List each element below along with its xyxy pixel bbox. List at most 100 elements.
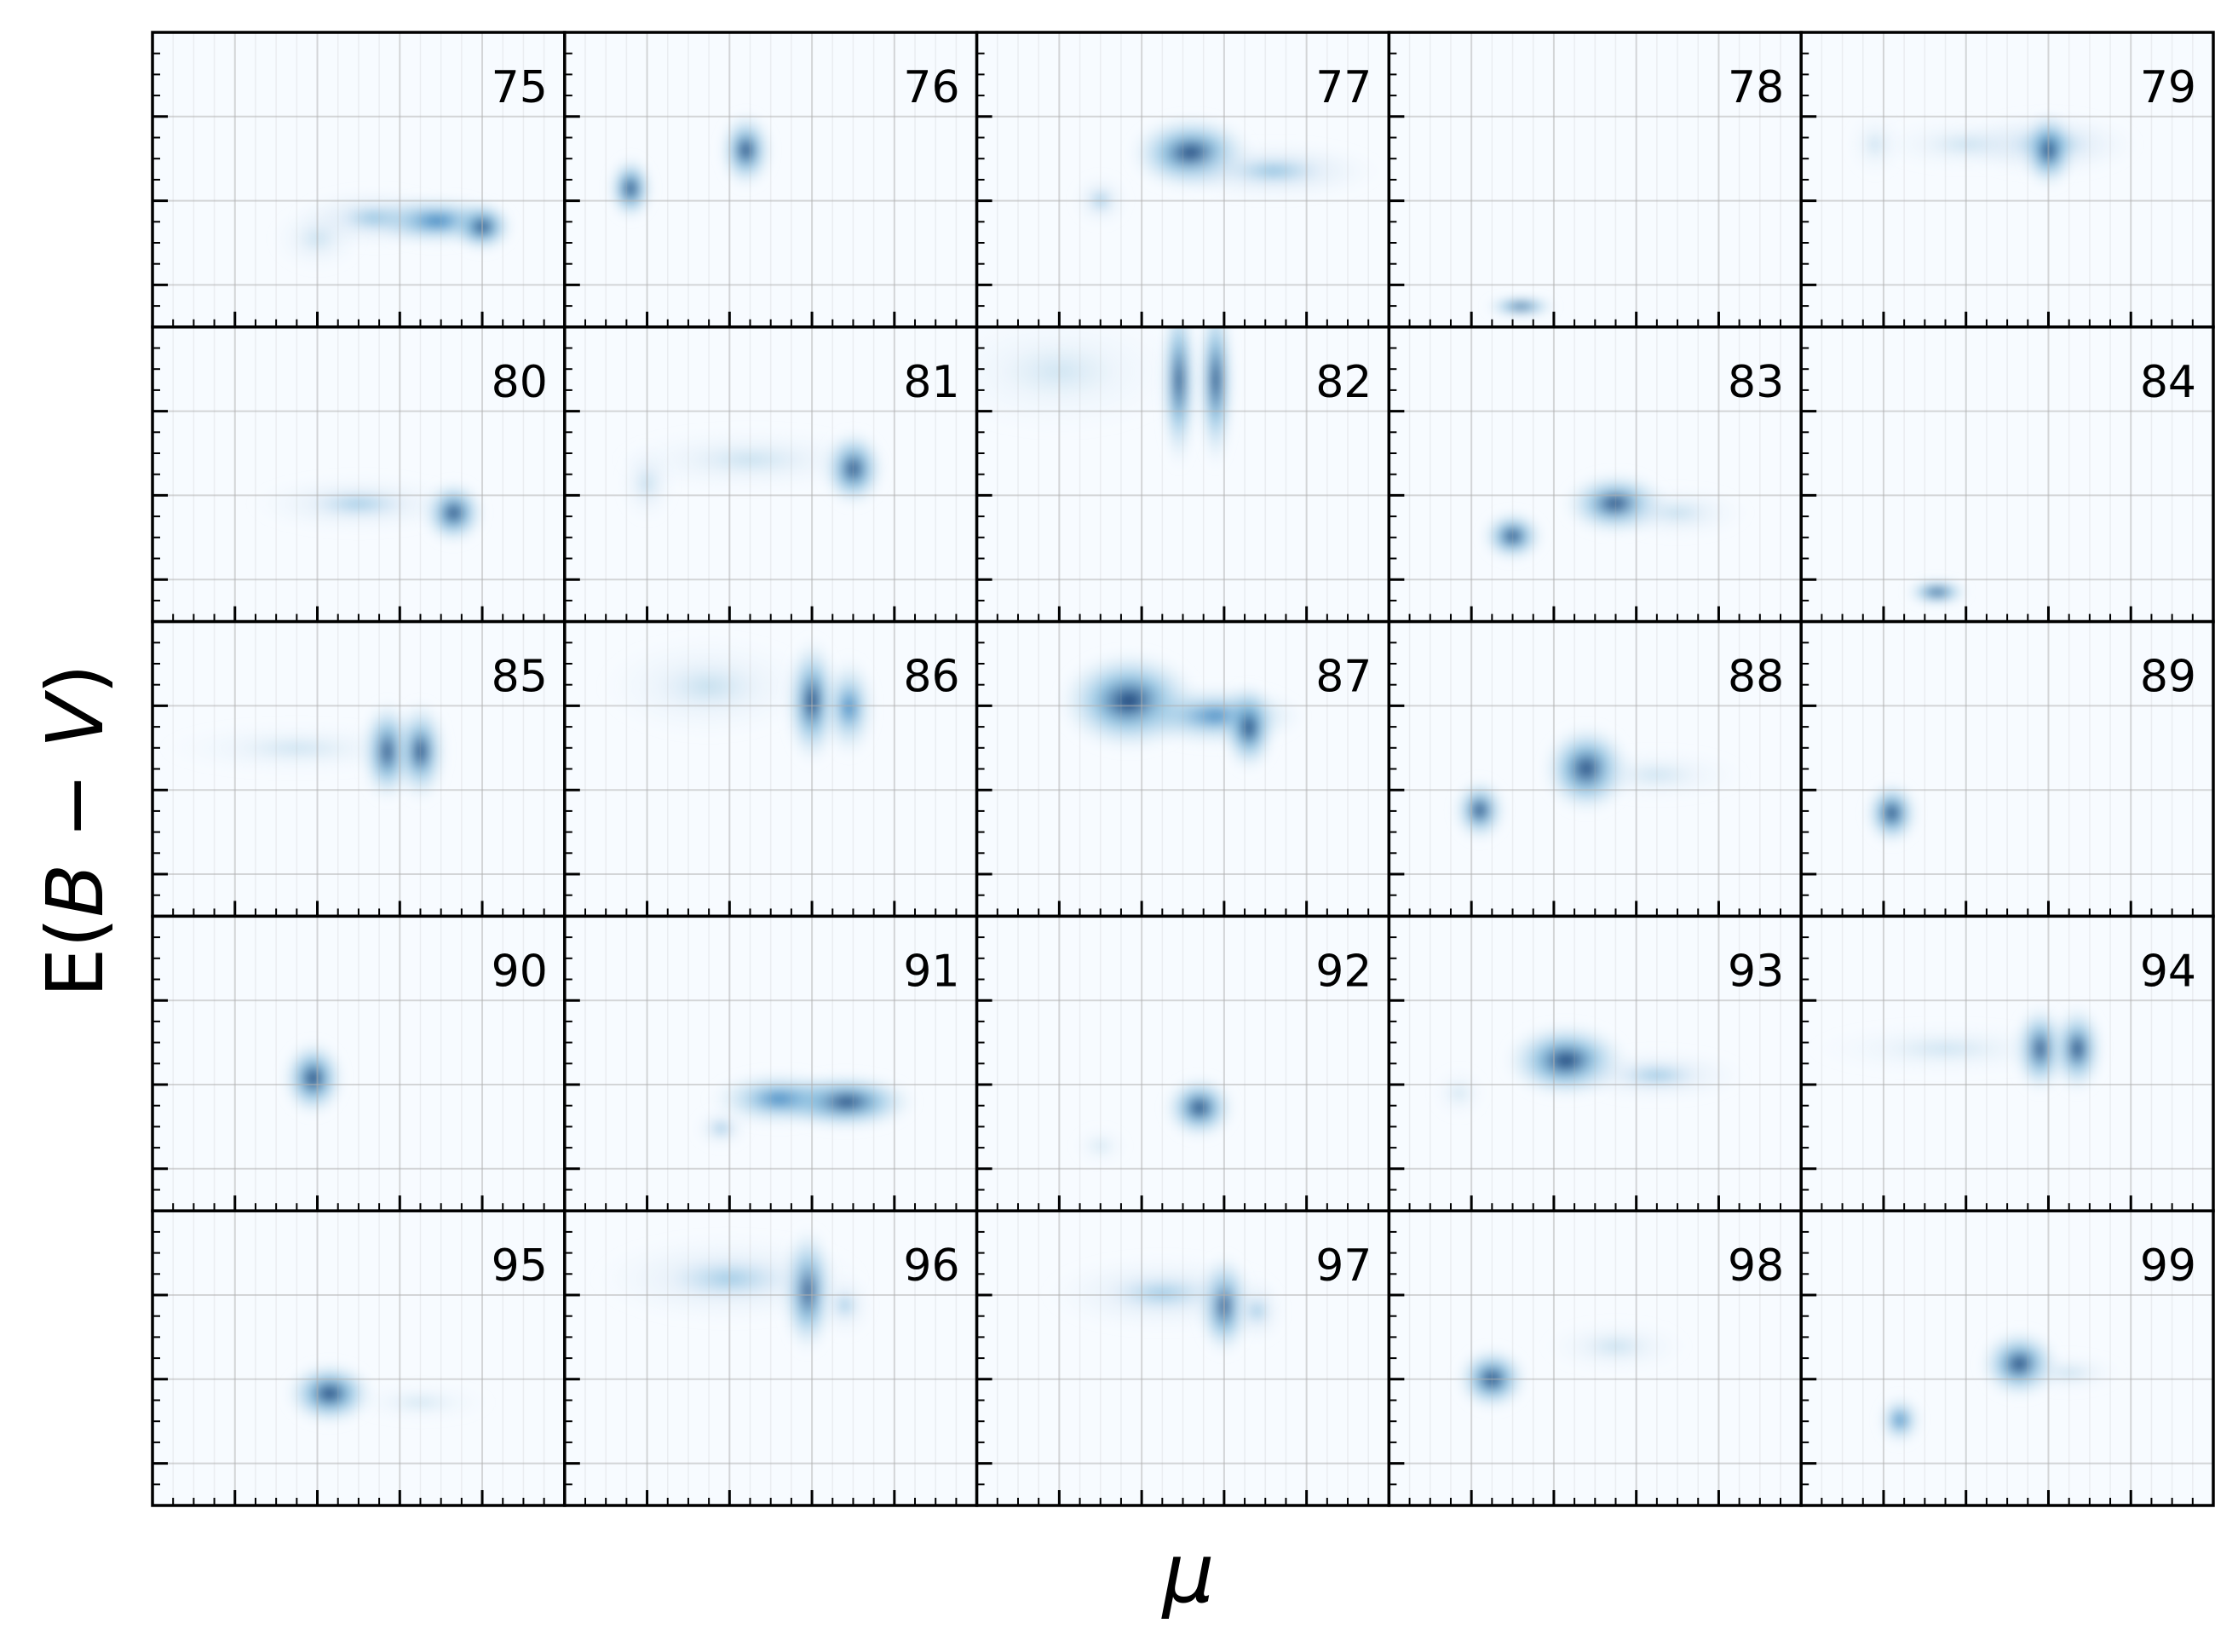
panel-97: 97 [975,1209,1391,1507]
density-layer [281,1039,345,1118]
gridlines [564,1211,977,1505]
panel-label: 92 [1315,946,1372,997]
panel-99: 99 [1799,1209,2215,1507]
gridlines [1801,32,2213,327]
density-layer [1073,114,1383,227]
ticks [152,1230,545,1505]
panel-background [152,326,565,622]
density-blob [693,1108,749,1148]
panel-label: 77 [1315,62,1372,113]
panel-background [1801,32,2213,327]
panel-77: 77 [975,31,1391,329]
panel-76: 76 [563,31,979,329]
ticks [976,347,1370,622]
panel-label: 88 [1728,652,1784,703]
panel-90: 90 [151,914,567,1212]
gridlines [1389,326,1802,622]
panel-label: 98 [1728,1240,1784,1292]
density-layer [1481,471,1751,562]
panel-background [1801,621,2213,917]
density-blob [1484,296,1557,317]
density-blob [607,156,653,222]
density-blob [718,111,774,189]
density-blob [160,722,433,774]
density-blob [1864,780,1919,846]
gridlines [152,326,565,622]
gridlines [1801,1211,2213,1505]
density-layer [1809,1003,2105,1095]
density-blob [1809,1022,2082,1075]
panel-label: 93 [1728,946,1784,997]
density-blob [1877,1394,1923,1447]
panel-92: 92 [975,914,1391,1212]
panel-93: 93 [1387,914,1803,1212]
y-axis-label-prefix: E( [30,918,121,998]
panel-89: 89 [1799,619,2215,918]
density-blob [2014,1353,2124,1393]
panel-label: 78 [1728,62,1784,113]
gridlines [1801,916,2213,1212]
panel-84: 84 [1799,325,2215,624]
density-blob [1566,1049,1748,1102]
panel-81: 81 [563,325,979,624]
density-layer [1431,1022,1748,1120]
y-axis-label: E(B − V) [30,664,121,998]
panel-83: 83 [1387,325,1803,624]
y-axis-label-b: B [30,864,121,918]
density-blob [1848,112,1903,177]
density-layer [593,1225,872,1356]
y-axis-label-v: V [30,689,121,748]
density-blob [1125,683,1307,749]
panel-label: 96 [903,1240,959,1292]
gridlines [976,1211,1389,1505]
panel-label: 79 [2140,62,2196,113]
density-layer [1905,578,1970,606]
density-blob [250,475,468,533]
density-blob [1905,578,1970,606]
panel-background [152,1211,565,1505]
density-layer [284,1361,493,1426]
gridlines [152,621,565,917]
density-blob [821,655,877,759]
panel-grid: 75 76 77 78 79 80 81 82 83 84 85 86 87 88 89 90 91 92 93 94… [151,31,2215,1507]
density-layer [160,699,448,803]
density-layer [1455,1320,1689,1412]
density-layer [1484,296,1557,317]
panel-label: 86 [903,652,959,703]
panel-96: 96 [563,1209,979,1507]
density-blob [817,1272,872,1338]
panel-82: 82 [975,325,1391,624]
gridlines [1389,32,1802,327]
gridlines [152,32,565,327]
panel-94: 94 [1799,914,2215,1212]
density-blob [348,1383,493,1422]
panel-background [976,916,1389,1212]
panel-95: 95 [151,1209,567,1507]
density-layer [1073,1075,1236,1166]
density-blob [1431,1067,1487,1120]
density-layer [1864,780,1919,846]
density-layer [250,475,486,545]
gridlines [1389,621,1802,917]
gridlines [564,32,977,327]
panel-label: 75 [492,62,548,113]
density-layer [1452,723,1748,843]
density-layer [607,111,774,222]
panel-79: 79 [1799,31,2215,329]
panel-background [1389,32,1802,327]
panel-86: 86 [563,619,979,918]
density-blob [1604,486,1751,539]
density-blob [284,1361,376,1426]
gridlines [976,621,1389,917]
panel-78: 78 [1387,31,1803,329]
y-axis-label-minus: − [30,748,121,864]
gridlines [152,1211,565,1505]
gridlines [976,326,1389,622]
panel-label: 81 [903,357,959,408]
gridlines [564,326,977,622]
gridlines [1389,1211,1802,1505]
panel-frame [1799,1209,2215,1507]
density-blob [1229,1278,1285,1344]
panel-background [1801,326,2213,622]
panel-label: 76 [903,62,959,113]
